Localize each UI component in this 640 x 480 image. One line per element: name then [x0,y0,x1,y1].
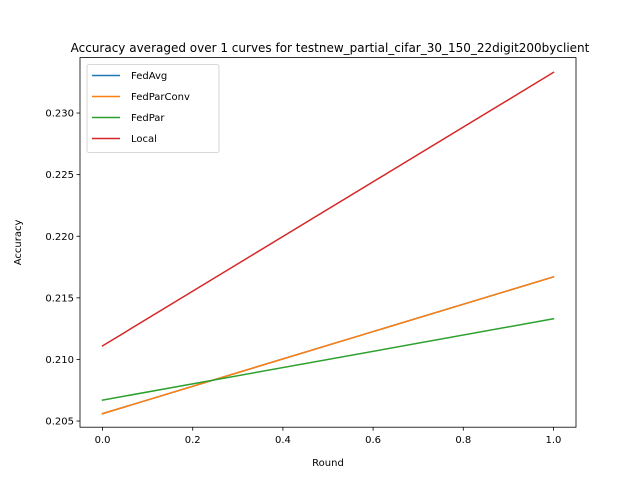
legend-label-local: Local [131,134,157,145]
y-tick-label: 0.205 [45,417,74,428]
x-tick-label: 0.0 [95,435,111,446]
series-lines [101,71,555,415]
x-axis-label: Round [312,458,344,469]
plot-area [79,57,577,428]
y-tick-label: 0.210 [45,355,74,366]
legend-label-fedavg: FedAvg [131,71,167,82]
chart-title: Accuracy averaged over 1 curves for test… [71,41,590,55]
x-tick-label: 0.2 [185,435,201,446]
legend-label-fedparconv: FedParConv [131,92,190,103]
y-tick-label: 0.220 [45,232,74,243]
x-tick-label: 0.4 [275,435,291,446]
y-axis-label: Accuracy [13,219,24,265]
legend-box [86,64,220,153]
y-tick-label: 0.230 [45,109,74,120]
x-tick-label: 0.8 [455,435,471,446]
x-tick-label: 1.0 [546,435,562,446]
series-line-local [101,71,555,347]
x-tick-label: 0.6 [365,435,381,446]
legend: FedAvg FedParConv FedPar Local [86,64,220,153]
series-line-fedpar [101,317,555,401]
y-axis-ticks: 0.205 0.210 0.215 0.220 0.225 0.230 [45,109,80,428]
y-tick-label: 0.225 [45,170,74,181]
series-line-fedparconv [101,275,555,415]
x-axis-ticks: 0.0 0.2 0.4 0.6 0.8 1.0 [95,427,562,446]
y-tick-label: 0.215 [45,293,74,304]
legend-label-fedpar: FedPar [131,113,165,124]
